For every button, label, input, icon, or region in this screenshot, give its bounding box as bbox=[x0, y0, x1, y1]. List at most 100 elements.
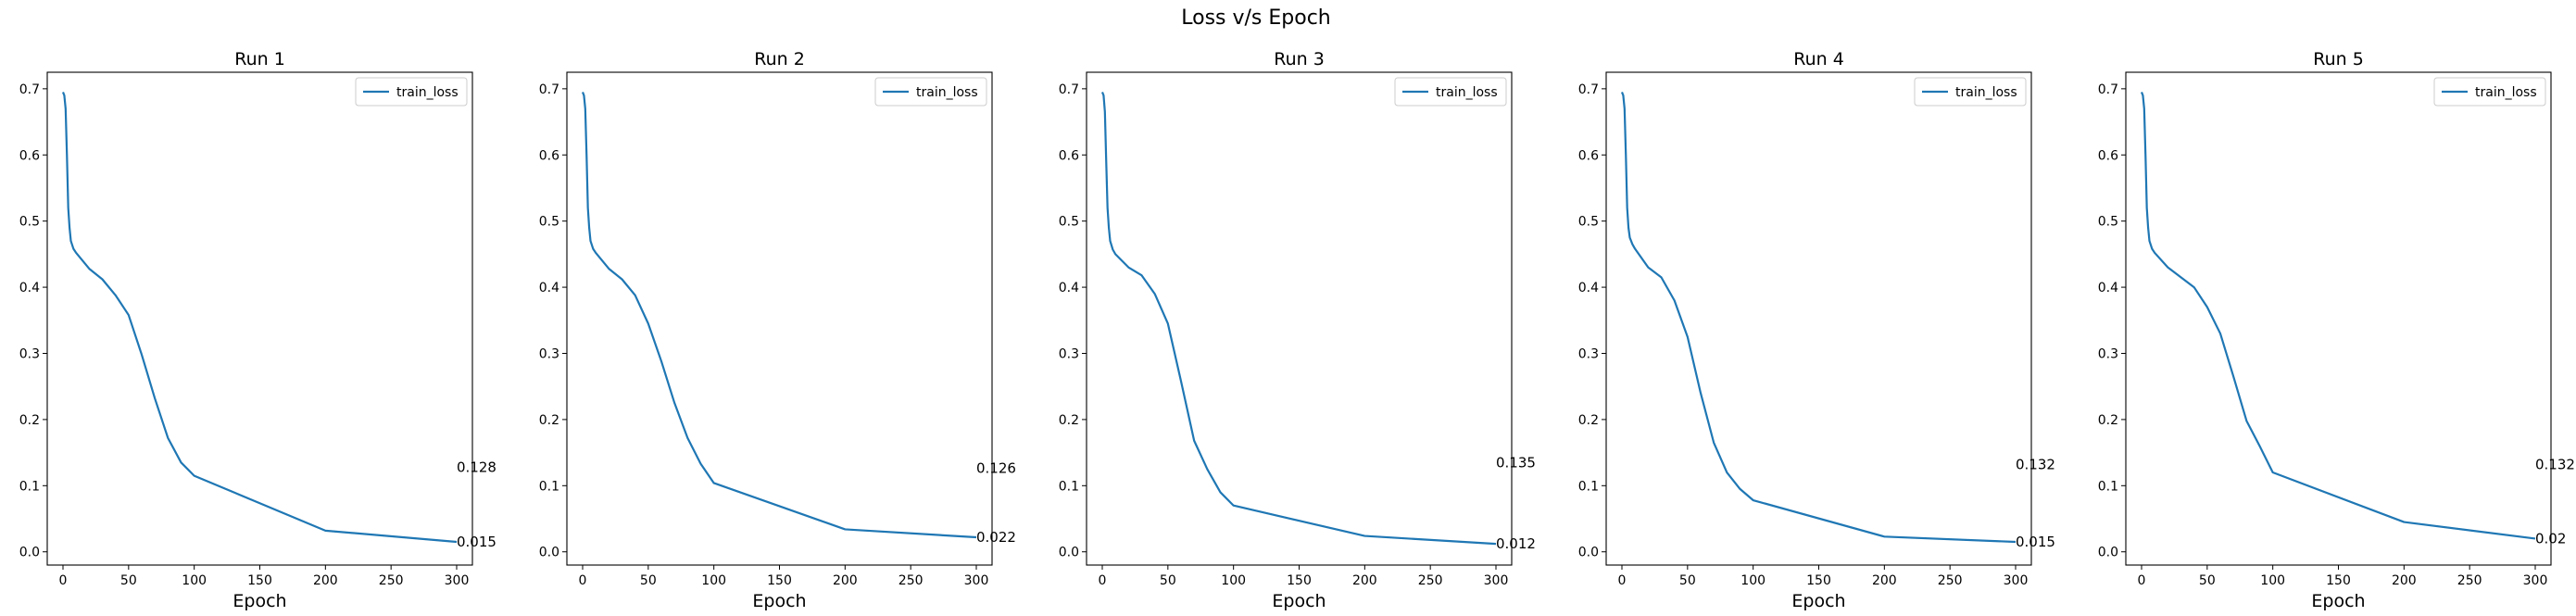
chart-panel-2: Run 2 0 50 100 150 200 250 300 0.0 0.1 0.2 0.3 0.4 0.… bbox=[539, 49, 1016, 611]
y-tick-label: 0.3 bbox=[19, 346, 40, 361]
legend-box bbox=[1914, 77, 2027, 107]
y-tick-label: 0.2 bbox=[1059, 413, 1079, 428]
panel-title: Run 5 bbox=[2313, 49, 2364, 69]
y-tick-label: 0.4 bbox=[19, 281, 40, 295]
y-tick-label: 0.0 bbox=[1059, 546, 1079, 560]
y-tick-label: 0.6 bbox=[2098, 148, 2118, 163]
axes-frame bbox=[1086, 71, 1513, 566]
y-tick-label: 0.5 bbox=[19, 215, 40, 230]
x-tick-label: 150 bbox=[247, 573, 272, 588]
y-tick-label: 0.6 bbox=[19, 148, 40, 163]
chart-panel-5: Run 5 0 50 100 150 200 250 300 0.0 0.1 0.2 0.3 0.4 0.… bbox=[2098, 49, 2575, 611]
value-annotation: 0.128 bbox=[457, 459, 496, 475]
x-tick-label: 100 bbox=[1221, 573, 1246, 588]
x-axis-label: Epoch bbox=[1791, 591, 1845, 611]
panel-title: Run 3 bbox=[1274, 49, 1325, 69]
x-tick-label: 150 bbox=[2326, 573, 2351, 588]
legend-label: train_loss bbox=[916, 85, 978, 100]
x-tick-label: 100 bbox=[182, 573, 207, 588]
x-tick-label: 250 bbox=[2457, 573, 2482, 588]
x-tick-label: 200 bbox=[833, 573, 858, 588]
y-tick-label: 0.3 bbox=[1578, 346, 1599, 361]
y-tick-label: 0.2 bbox=[2098, 413, 2118, 428]
x-tick-label: 200 bbox=[1352, 573, 1377, 588]
value-annotation: 0.126 bbox=[976, 460, 1016, 477]
y-tick-label: 0.4 bbox=[1059, 281, 1079, 295]
x-tick-label: 100 bbox=[1740, 573, 1766, 588]
y-tick-label: 0.2 bbox=[1578, 413, 1599, 428]
y-tick-label: 0.0 bbox=[19, 546, 40, 560]
x-tick-label: 0 bbox=[2138, 573, 2146, 588]
y-tick-label: 0.5 bbox=[1059, 215, 1079, 230]
x-tick-label: 300 bbox=[445, 573, 470, 588]
axes-frame bbox=[1605, 71, 2032, 566]
x-tick-label: 300 bbox=[1484, 573, 1509, 588]
x-axis-label: Epoch bbox=[2311, 591, 2365, 611]
x-tick-label: 200 bbox=[313, 573, 338, 588]
x-tick-label: 0 bbox=[59, 573, 68, 588]
x-tick-label: 250 bbox=[1418, 573, 1443, 588]
y-tick-label: 0.7 bbox=[19, 82, 40, 97]
x-tick-label: 300 bbox=[2523, 573, 2548, 588]
legend: train_loss bbox=[355, 77, 468, 107]
x-tick-label: 250 bbox=[1938, 573, 1963, 588]
y-tick-label: 0.3 bbox=[2098, 346, 2118, 361]
y-tick-label: 0.6 bbox=[1059, 148, 1079, 163]
y-tick-label: 0.4 bbox=[2098, 281, 2118, 295]
y-tick-label: 0.7 bbox=[1578, 82, 1599, 97]
x-tick-label: 150 bbox=[767, 573, 792, 588]
axes-frame bbox=[566, 71, 993, 566]
y-tick-label: 0.1 bbox=[1578, 479, 1599, 494]
x-tick-label: 200 bbox=[1872, 573, 1897, 588]
y-tick-label: 0.1 bbox=[19, 479, 40, 494]
x-tick-label: 150 bbox=[1806, 573, 1831, 588]
x-tick-label: 50 bbox=[1679, 573, 1696, 588]
legend-label: train_loss bbox=[2475, 85, 2537, 100]
chart-panel-1: Run 1 0 50 100 150 200 250 300 0.0 0.1 0.2 0.3 0.4 0.… bbox=[19, 49, 496, 611]
y-tick-label: 0.4 bbox=[1578, 281, 1599, 295]
value-annotation: 0.132 bbox=[2535, 456, 2575, 472]
x-tick-label: 50 bbox=[640, 573, 657, 588]
x-tick-label: 250 bbox=[379, 573, 404, 588]
legend-label: train_loss bbox=[1436, 85, 1498, 100]
x-tick-label: 0 bbox=[579, 573, 587, 588]
x-axis-label: Epoch bbox=[752, 591, 806, 611]
legend-label: train_loss bbox=[1955, 85, 2017, 100]
legend: train_loss bbox=[2433, 77, 2546, 107]
value-annotation: 0.015 bbox=[2016, 534, 2055, 550]
x-tick-label: 300 bbox=[2004, 573, 2029, 588]
y-tick-label: 0.1 bbox=[539, 479, 559, 494]
train-loss-line bbox=[1100, 92, 1497, 546]
figure-title: Loss v/s Epoch bbox=[1181, 6, 1331, 30]
x-tick-label: 50 bbox=[120, 573, 137, 588]
legend-box bbox=[355, 77, 468, 107]
y-tick-label: 0.2 bbox=[539, 413, 559, 428]
train-loss-line bbox=[581, 92, 977, 539]
chart-panel-3: Run 3 0 50 100 150 200 250 300 0.0 0.1 0.2 0.3 0.4 0.… bbox=[1059, 49, 1536, 611]
y-tick-label: 0.5 bbox=[539, 215, 559, 230]
value-annotation: 0.135 bbox=[1496, 454, 1536, 471]
panels: Run 1 0 50 100 150 200 250 300 0.0 0.1 0.2 0.3 0.4 0.… bbox=[19, 49, 2575, 611]
y-tick-label: 0.7 bbox=[539, 82, 559, 97]
y-tick-label: 0.4 bbox=[539, 281, 559, 295]
y-tick-label: 0.5 bbox=[2098, 215, 2118, 230]
value-annotation: 0.012 bbox=[1496, 535, 1536, 552]
legend: train_loss bbox=[1914, 77, 2027, 107]
legend-box bbox=[874, 77, 987, 107]
x-tick-label: 0 bbox=[1099, 573, 1107, 588]
chart-panel-4: Run 4 0 50 100 150 200 250 300 0.0 0.1 0.2 0.3 0.4 0.… bbox=[1578, 49, 2055, 611]
y-tick-label: 0.7 bbox=[2098, 82, 2118, 97]
x-tick-label: 0 bbox=[1618, 573, 1627, 588]
panel-title: Run 4 bbox=[1793, 49, 1844, 69]
y-tick-label: 0.6 bbox=[1578, 148, 1599, 163]
panel-title: Run 2 bbox=[754, 49, 805, 69]
axes-frame bbox=[2125, 71, 2552, 566]
value-annotation: 0.015 bbox=[457, 534, 496, 550]
y-tick-label: 0.7 bbox=[1059, 82, 1079, 97]
legend: train_loss bbox=[1394, 77, 1507, 107]
legend-box bbox=[1394, 77, 1507, 107]
x-tick-label: 250 bbox=[898, 573, 924, 588]
y-tick-label: 0.5 bbox=[1578, 215, 1599, 230]
x-axis-label: Epoch bbox=[1272, 591, 1326, 611]
